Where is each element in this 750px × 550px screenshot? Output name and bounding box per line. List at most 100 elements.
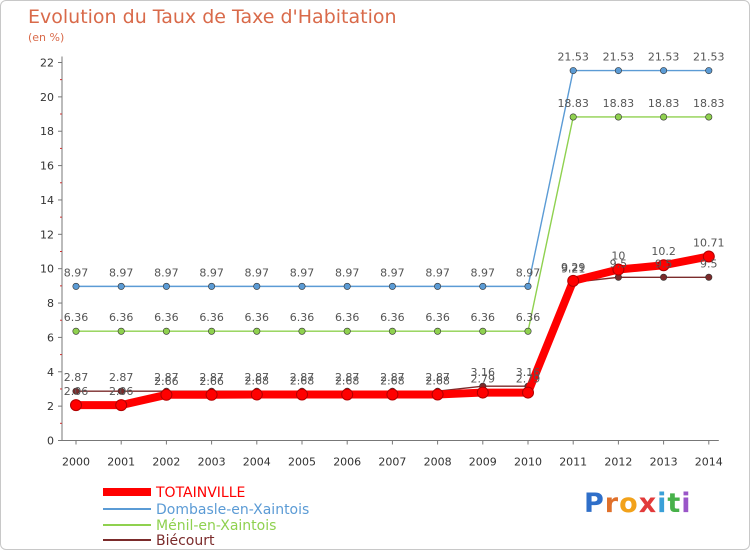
data-point (70, 399, 82, 412)
x-tick-label: 2013 (650, 456, 678, 469)
data-point (253, 282, 261, 290)
x-tick-label: 2009 (469, 456, 497, 469)
x-tick-label: 2014 (695, 456, 723, 469)
data-point (524, 282, 532, 290)
data-label: 6.36 (109, 311, 134, 324)
data-point (479, 327, 487, 335)
legend-label: TOTAINVILLE (155, 485, 245, 501)
data-label: 6.36 (335, 311, 360, 324)
data-point (569, 67, 577, 75)
data-point (434, 282, 442, 290)
data-point (162, 282, 170, 290)
data-point (72, 282, 80, 290)
data-label: 6.36 (425, 311, 450, 324)
data-label: 9.5 (655, 257, 673, 270)
data-point (476, 386, 489, 399)
data-point (386, 388, 399, 401)
y-tick-label: 10 (40, 263, 54, 276)
data-point (72, 327, 80, 335)
data-label: 6.36 (471, 311, 496, 324)
data-point (298, 282, 306, 290)
data-point (614, 67, 622, 75)
data-label: 9.5 (610, 257, 628, 270)
y-tick-label: 8 (47, 297, 54, 310)
data-point (343, 282, 351, 290)
data-label: 8.97 (380, 266, 405, 279)
legend-label: Dombasle-en-Xaintois (156, 502, 309, 518)
y-tick-label: 0 (47, 435, 54, 448)
data-point (434, 327, 442, 335)
data-label: 6.36 (154, 311, 179, 324)
data-label: 2.87 (425, 371, 450, 384)
data-label: 2.87 (245, 371, 270, 384)
data-label: 18.83 (648, 97, 680, 110)
x-tick-label: 2005 (288, 456, 316, 469)
data-point (612, 263, 625, 276)
data-label: 6.36 (380, 311, 405, 324)
data-label: 8.97 (199, 266, 224, 279)
data-point (117, 387, 125, 395)
chart-subtitle: (en %) (28, 31, 65, 44)
data-point (567, 274, 580, 287)
data-point (705, 67, 713, 75)
data-point (117, 282, 125, 290)
data-point (657, 259, 670, 272)
data-point (250, 388, 263, 401)
x-tick-label: 2011 (559, 456, 587, 469)
data-label: 2.68 (245, 374, 270, 387)
data-label: 9.5 (700, 257, 718, 270)
data-label: 6.36 (64, 311, 89, 324)
y-tick-label: 18 (40, 125, 54, 138)
x-tick-label: 2004 (243, 456, 271, 469)
y-tick-label: 14 (40, 194, 54, 207)
x-tick-label: 2008 (424, 456, 452, 469)
y-tick-label: 20 (40, 91, 54, 104)
data-label: 18.83 (557, 97, 589, 110)
data-point (205, 388, 218, 401)
data-label: 8.97 (335, 266, 360, 279)
data-label: 9.21 (561, 262, 586, 275)
data-point (341, 388, 354, 401)
y-tick-label: 22 (40, 57, 54, 70)
data-label: 2.87 (154, 371, 179, 384)
data-label: 8.97 (109, 266, 134, 279)
legend-label: Biécourt (156, 533, 215, 549)
data-label: 2.79 (516, 373, 541, 386)
data-point (160, 388, 173, 401)
x-tick-label: 2006 (333, 456, 361, 469)
x-tick-label: 2000 (62, 456, 90, 469)
data-point (522, 386, 534, 399)
x-tick-label: 2002 (152, 456, 180, 469)
data-point (72, 387, 80, 395)
data-label: 10 (611, 250, 625, 263)
data-label: 2.06 (64, 385, 89, 398)
data-point (208, 327, 216, 335)
data-label: 21.53 (603, 51, 635, 64)
data-point (162, 327, 170, 335)
data-point (388, 327, 396, 335)
y-tick-label: 6 (47, 331, 54, 344)
data-point (705, 273, 713, 281)
data-label: 6.36 (290, 311, 315, 324)
data-label: 18.83 (603, 97, 635, 110)
data-point (253, 327, 261, 335)
data-label: 2.87 (335, 371, 360, 384)
data-label: 21.53 (557, 51, 589, 64)
data-point (343, 327, 351, 335)
data-label: 21.53 (693, 51, 725, 64)
data-label: 2.87 (64, 371, 89, 384)
y-tick-label: 12 (40, 228, 54, 241)
data-label: 18.83 (693, 97, 725, 110)
data-label: 6.36 (516, 311, 541, 324)
data-point (660, 67, 668, 75)
data-point (296, 388, 308, 401)
data-label: 21.53 (648, 51, 680, 64)
data-label: 6.36 (245, 311, 270, 324)
data-label: 2.87 (109, 371, 134, 384)
data-point (705, 113, 713, 121)
data-label: 8.97 (154, 266, 179, 279)
data-label: 2.68 (290, 374, 315, 387)
data-label: 2.87 (290, 371, 315, 384)
data-label: 2.66 (154, 375, 179, 388)
